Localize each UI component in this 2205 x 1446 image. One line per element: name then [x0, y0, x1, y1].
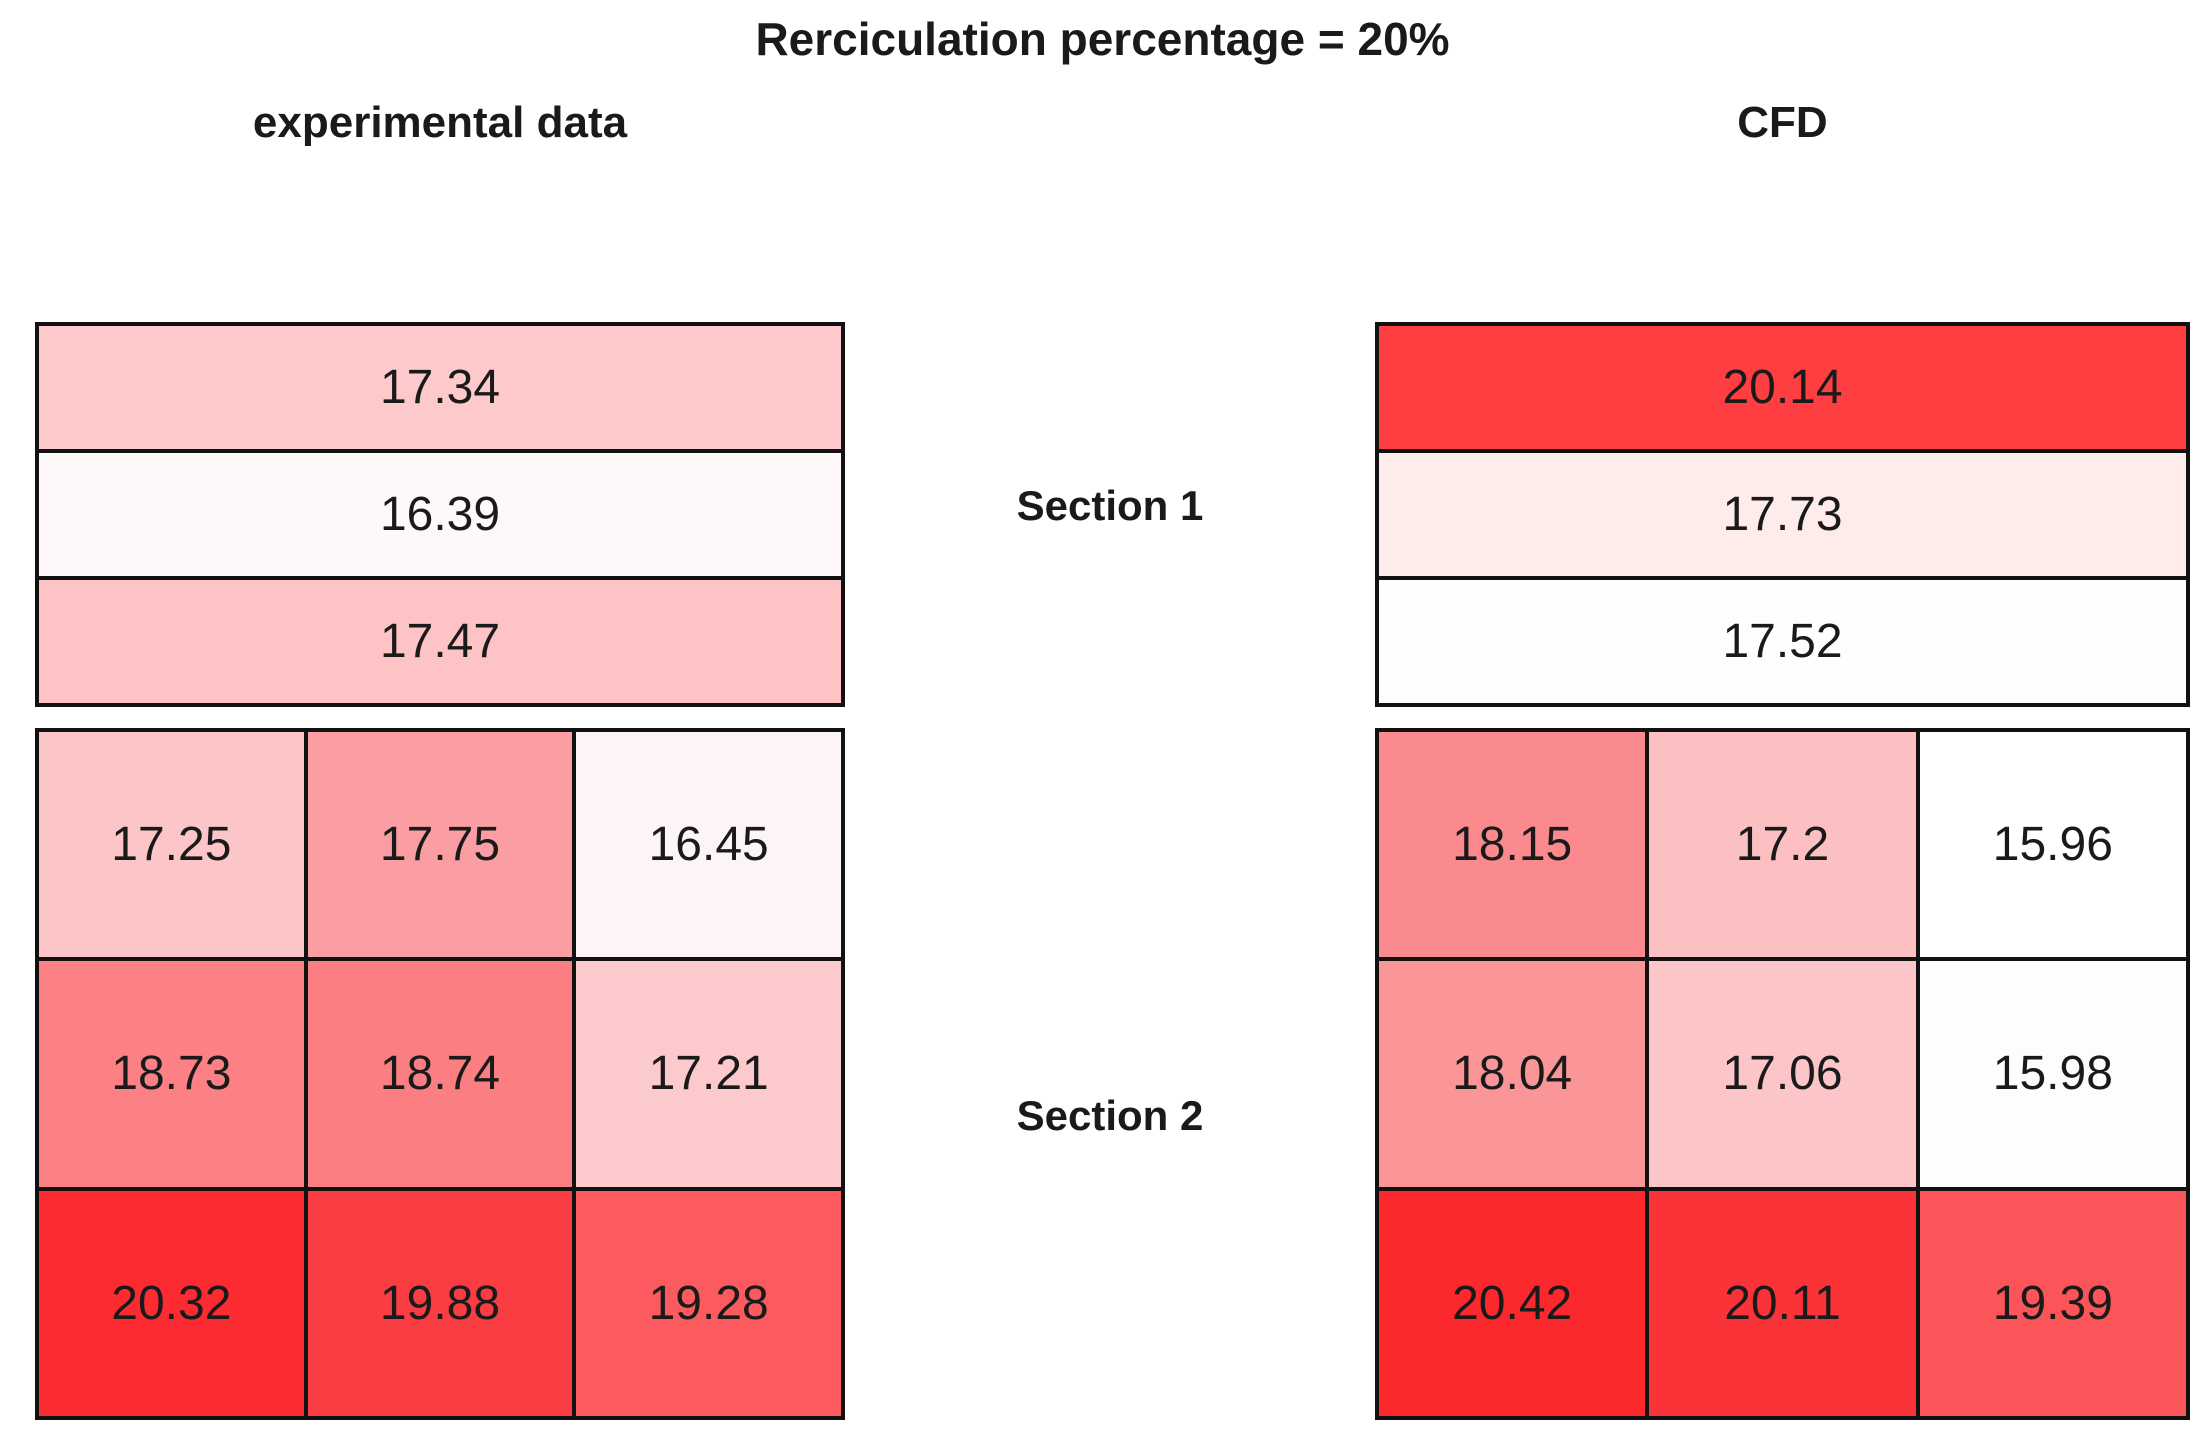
- heatmap-cfd-section2: 18.15 17.2 15.96 18.04 17.06 15.98 20.42 20.11 1…: [1375, 728, 2190, 1420]
- heatmap-cell: 20.14: [1379, 326, 2186, 449]
- heatmap-cell: 20.32: [39, 1190, 304, 1416]
- heatmap-cell: 17.06: [1649, 961, 1916, 1187]
- heatmap-cell: 17.73: [1379, 453, 2186, 576]
- heatmap-cell: 18.04: [1379, 961, 1646, 1187]
- heatmap-cell: 15.98: [1919, 961, 2186, 1187]
- heatmap-cell: 19.39: [1919, 1190, 2186, 1416]
- heatmap-cell: 16.39: [39, 453, 841, 576]
- heatmap-cell: 18.73: [39, 961, 304, 1187]
- figure-title: Rerciculation percentage = 20%: [755, 13, 1450, 65]
- heatmap-cell: 17.52: [1379, 580, 2186, 703]
- heatmap-experimental-section1: 17.34 16.39 17.47: [35, 322, 845, 707]
- heatmap-cell: 17.21: [576, 961, 841, 1187]
- section-1-label: Section 1: [1016, 482, 1204, 529]
- heatmap-cell: 18.15: [1379, 732, 1646, 958]
- heatmap-cell: 17.75: [307, 732, 573, 958]
- heatmap-cell: 17.2: [1649, 732, 1916, 958]
- heatmap-cell: 19.28: [576, 1190, 841, 1416]
- column-header-cfd: CFD: [1737, 98, 1828, 147]
- heatmap-cell: 18.74: [307, 961, 573, 1187]
- heatmap-cell: 15.96: [1919, 732, 2186, 958]
- heatmap-cell: 17.47: [39, 580, 841, 703]
- heatmap-cell: 20.11: [1649, 1190, 1916, 1416]
- section-2-label: Section 2: [1016, 1092, 1204, 1139]
- heatmap-experimental-section2: 17.25 17.75 16.45 18.73 18.74 17.21 20.32 19.88…: [35, 728, 845, 1420]
- heatmap-cell: 19.88: [307, 1190, 573, 1416]
- heatmap-cell: 16.45: [576, 732, 841, 958]
- heatmap-cell: 17.25: [39, 732, 304, 958]
- heatmap-cfd-section1: 20.14 17.73 17.52: [1375, 322, 2190, 707]
- column-header-experimental: experimental data: [252, 98, 628, 147]
- heatmap-cell: 20.42: [1379, 1190, 1646, 1416]
- heatmap-cell: 17.34: [39, 326, 841, 449]
